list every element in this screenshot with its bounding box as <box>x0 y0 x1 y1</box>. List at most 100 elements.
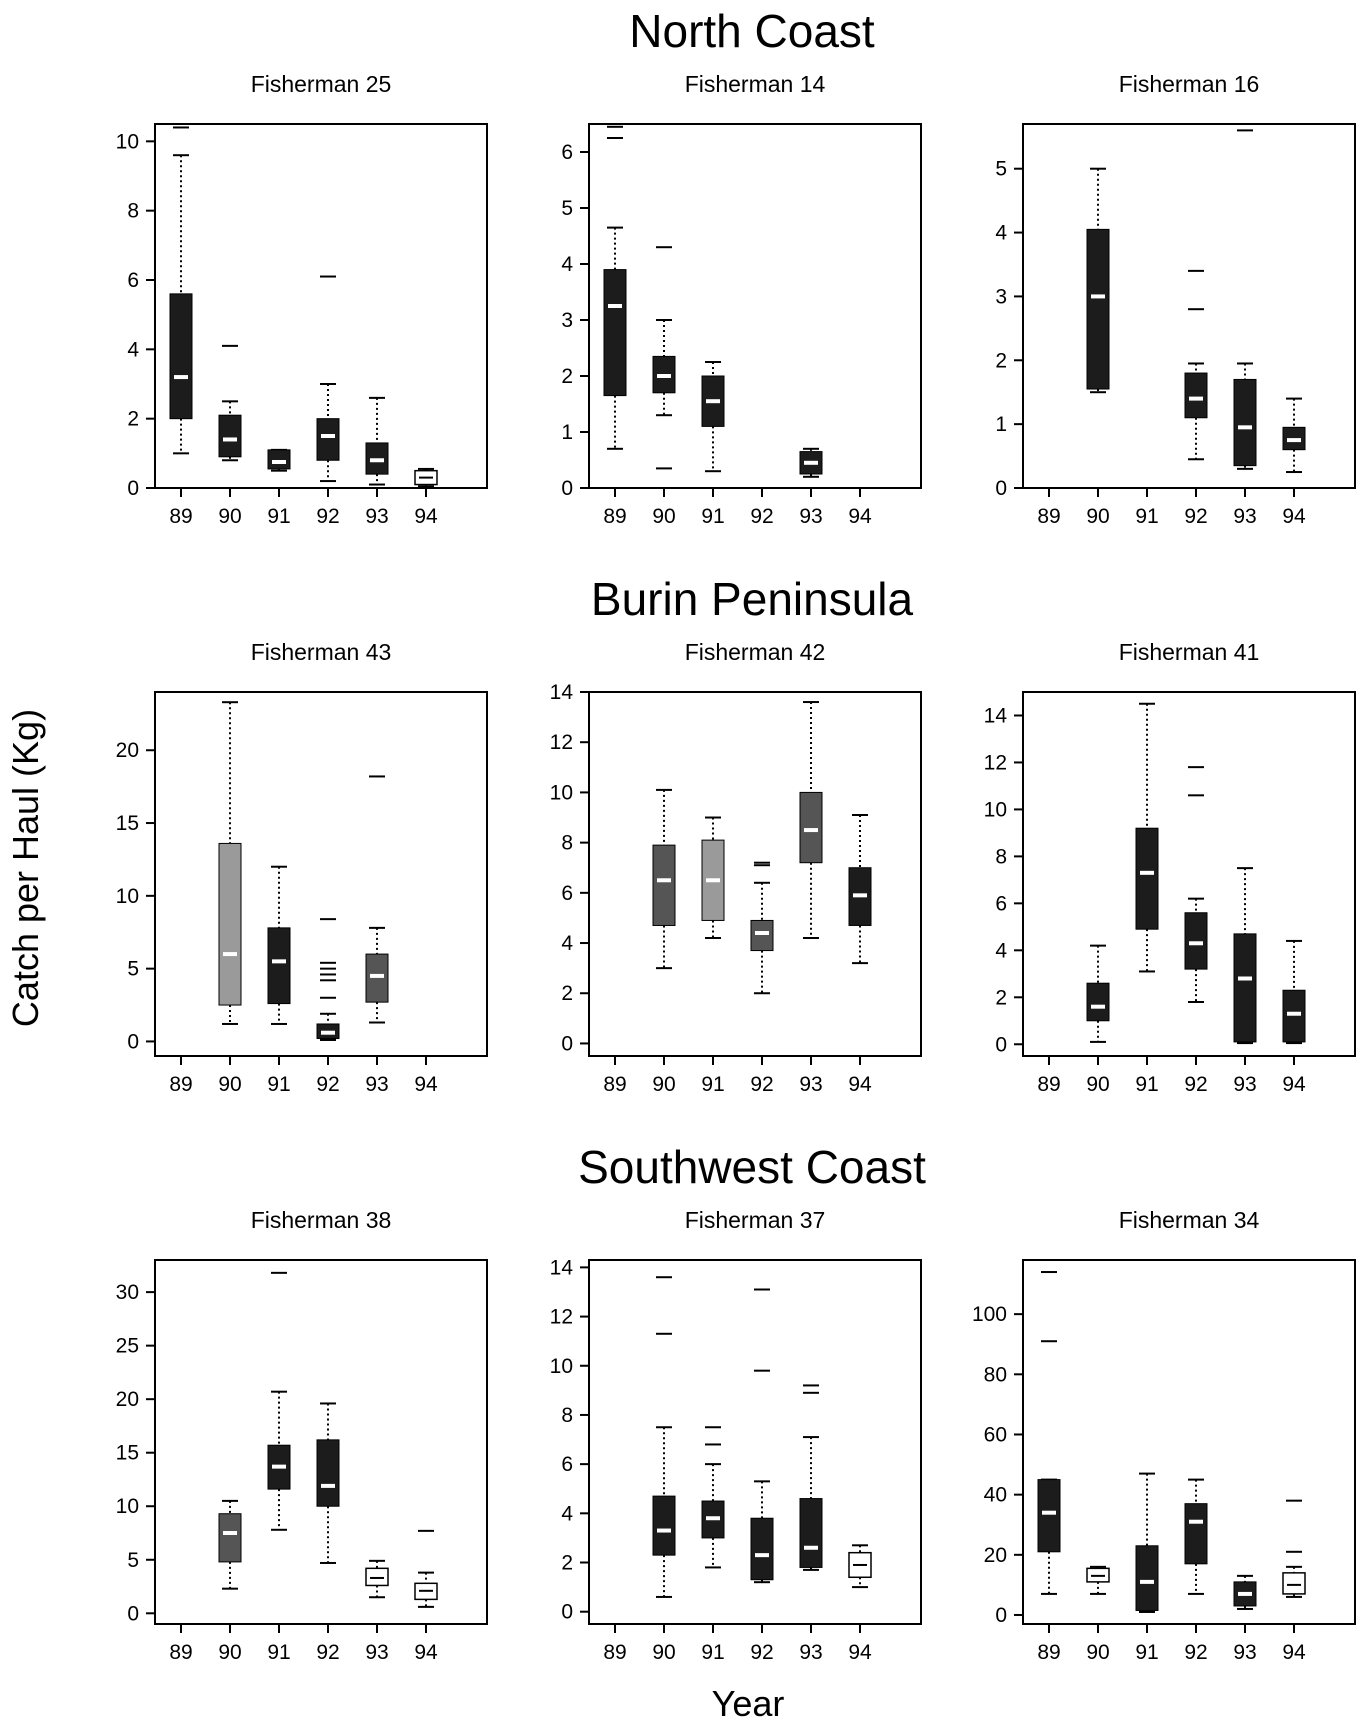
y-tick-label: 0 <box>561 477 573 500</box>
x-tick-label: 90 <box>218 1641 241 1664</box>
y-tick-label: 2 <box>127 408 139 431</box>
y-tick-label: 4 <box>561 1502 573 1525</box>
box-92 <box>1184 269 1208 461</box>
box-iqr <box>799 1498 823 1568</box>
x-tick-label: 89 <box>1037 505 1060 528</box>
y-tick-label: 2 <box>995 349 1007 372</box>
plot-frame <box>588 1259 922 1625</box>
plot-frame <box>588 691 922 1057</box>
y-tick-label: 2 <box>561 365 573 388</box>
plot-frame <box>1022 123 1356 489</box>
x-tick-label: 94 <box>414 1641 438 1664</box>
box-iqr <box>1135 1545 1159 1611</box>
x-tick-label: 93 <box>365 1641 388 1664</box>
panel-title: Fisherman 41 <box>1119 639 1260 665</box>
box-iqr <box>1184 912 1208 970</box>
box-93 <box>1233 129 1257 470</box>
box-iqr <box>316 418 340 461</box>
x-tick-label: 93 <box>1233 1641 1256 1664</box>
y-tick-label: 0 <box>995 1033 1007 1056</box>
panel-title: Fisherman 42 <box>685 639 826 665</box>
x-tick-label: 92 <box>1184 505 1207 528</box>
x-tick-label: 90 <box>652 1073 675 1096</box>
box-91 <box>701 1426 725 1569</box>
panel-title: Fisherman 38 <box>251 1207 392 1233</box>
y-tick-label: 2 <box>995 986 1007 1009</box>
box-iqr <box>267 449 291 470</box>
y-tick-label: 0 <box>995 1604 1007 1627</box>
box-iqr <box>365 953 389 1003</box>
y-tick-label: 4 <box>995 939 1007 962</box>
box-92 <box>750 1288 774 1584</box>
box-90 <box>652 246 676 470</box>
x-tick-label: 91 <box>1135 505 1158 528</box>
x-tick-label: 90 <box>1086 505 1109 528</box>
x-tick-label: 93 <box>365 1073 388 1096</box>
x-tick-label: 94 <box>1282 1073 1306 1096</box>
x-tick-label: 93 <box>1233 1073 1256 1096</box>
x-tick-label: 89 <box>169 1073 192 1096</box>
panel-fisherman-43: Fisherman 43 0 5 10 15 20 89 90 91 92 93 94 <box>116 639 488 1096</box>
x-tick-label: 93 <box>365 505 388 528</box>
x-tick-label: 91 <box>267 505 290 528</box>
y-tick-label: 10 <box>984 798 1007 821</box>
box-94 <box>1282 939 1306 1045</box>
y-tick-label: 5 <box>561 197 573 220</box>
box-iqr <box>652 1495 676 1556</box>
box-iqr <box>169 293 193 420</box>
x-tick-label: 89 <box>169 505 192 528</box>
box-91 <box>1135 702 1159 973</box>
y-tick-label: 5 <box>127 1549 139 1572</box>
box-90 <box>1086 944 1110 1043</box>
box-iqr <box>652 844 676 926</box>
y-tick-label: 30 <box>116 1281 139 1304</box>
box-iqr <box>316 1439 340 1507</box>
plot-frame <box>154 1259 488 1625</box>
y-tick-label: 10 <box>550 781 573 804</box>
plot-frame <box>1022 691 1356 1057</box>
x-tick-label: 90 <box>1086 1073 1109 1096</box>
x-tick-label: 90 <box>218 505 241 528</box>
box-94 <box>414 467 438 488</box>
x-tick-label: 92 <box>1184 1641 1207 1664</box>
y-tick-label: 6 <box>561 141 573 164</box>
y-tick-label: 0 <box>127 1602 139 1625</box>
y-tick-label: 2 <box>561 1552 573 1575</box>
x-tick-label: 94 <box>848 1641 872 1664</box>
box-iqr <box>1233 933 1257 1043</box>
x-tick-label: 90 <box>652 505 675 528</box>
x-tick-label: 89 <box>1037 1073 1060 1096</box>
x-tick-label: 91 <box>1135 1073 1158 1096</box>
y-tick-label: 40 <box>984 1484 1007 1507</box>
y-tick-label: 12 <box>984 751 1007 774</box>
panel-title: Fisherman 43 <box>251 639 392 665</box>
region-title-burin-peninsula: Burin Peninsula <box>591 573 914 625</box>
y-tick-label: 0 <box>995 477 1007 500</box>
y-tick-label: 6 <box>561 1453 573 1476</box>
box-91 <box>1135 1472 1159 1613</box>
box-93 <box>799 701 823 940</box>
y-tick-label: 20 <box>116 1388 139 1411</box>
box-iqr <box>267 927 291 1005</box>
box-93 <box>1233 1574 1257 1610</box>
x-tick-label: 94 <box>848 1073 872 1096</box>
x-tick-label: 92 <box>1184 1073 1207 1096</box>
x-tick-label: 93 <box>799 1641 822 1664</box>
box-iqr <box>603 269 627 397</box>
y-tick-label: 8 <box>561 1404 573 1427</box>
y-tick-label: 25 <box>116 1335 139 1358</box>
panel-fisherman-25: Fisherman 25 0 2 4 6 8 10 89 90 91 92 93 94 <box>116 71 488 528</box>
box-91 <box>267 448 291 472</box>
y-tick-label: 6 <box>561 882 573 905</box>
y-tick-label: 8 <box>995 845 1007 868</box>
box-92 <box>316 275 340 483</box>
box-90 <box>218 1499 242 1590</box>
box-89 <box>169 126 193 455</box>
x-tick-label: 92 <box>750 1073 773 1096</box>
y-tick-label: 8 <box>127 200 139 223</box>
x-tick-label: 94 <box>1282 505 1306 528</box>
x-tick-label: 94 <box>414 505 438 528</box>
y-tick-label: 8 <box>561 832 573 855</box>
y-tick-label: 14 <box>550 681 574 704</box>
